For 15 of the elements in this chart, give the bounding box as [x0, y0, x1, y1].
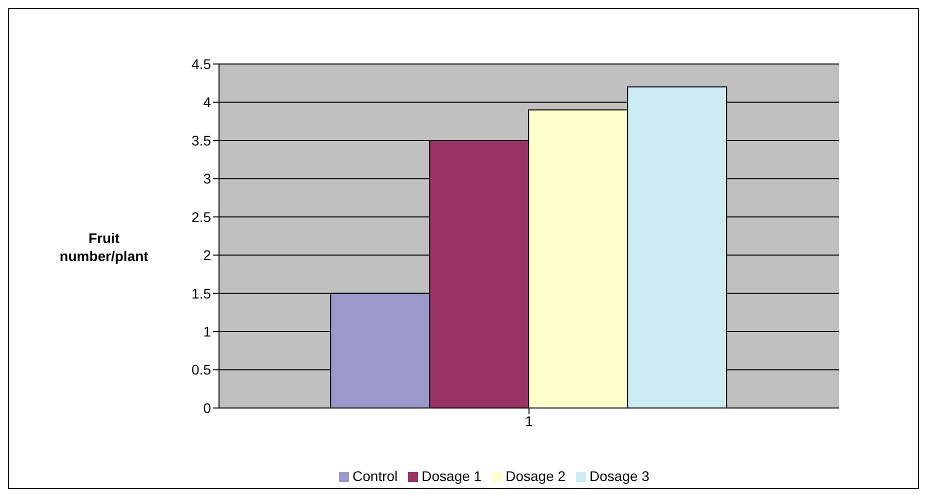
y-tick-label: 1.5 [192, 285, 212, 302]
y-tick-label: 4.5 [192, 56, 212, 72]
legend-label: Dosage 1 [422, 468, 482, 484]
legend-label: Dosage 2 [506, 468, 566, 484]
legend-label: Control [352, 468, 398, 484]
y-tick-label: 2 [203, 247, 212, 264]
y-tick-label: 3 [203, 170, 212, 187]
y-tick-label: 2.5 [192, 208, 212, 225]
legend-label: Dosage 3 [590, 468, 650, 484]
y-tick-label: 1 [203, 324, 212, 340]
y-tick-label: 3.5 [192, 132, 212, 148]
y-tick-label: 4 [203, 94, 212, 110]
y-tick-label: 0.5 [192, 362, 212, 378]
y-tick-label: 0 [203, 400, 212, 416]
y-axis-title: Fruit number/plant [58, 229, 150, 265]
